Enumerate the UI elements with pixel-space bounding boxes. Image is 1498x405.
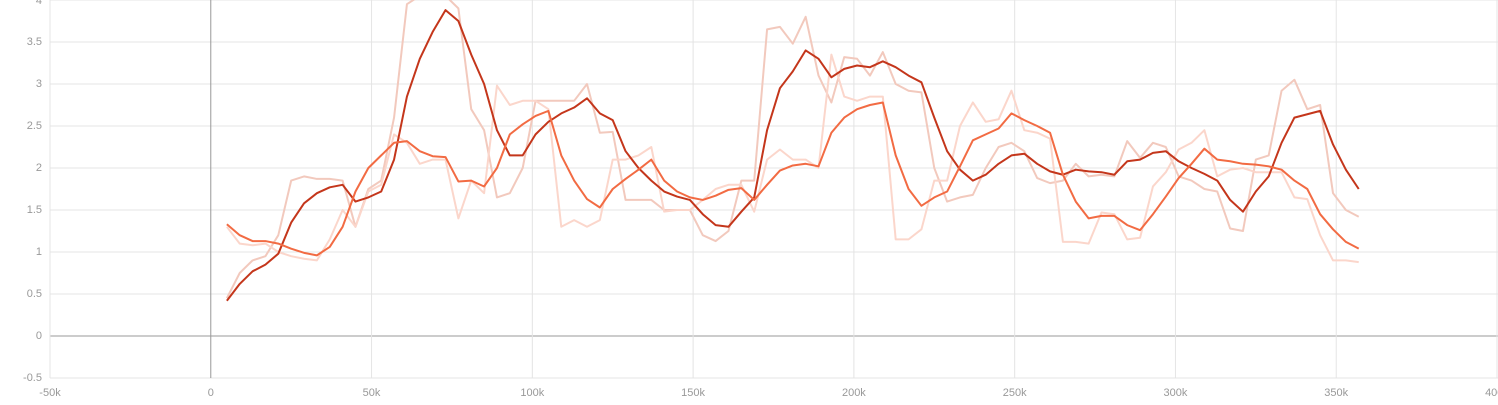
y-tick-label: 0 [36,330,42,342]
y-tick-label: 3.5 [27,36,42,48]
y-tick-label: 2.5 [27,120,42,132]
y-tick-label: 1 [36,246,42,258]
y-tick-label: 2 [36,162,42,174]
x-tick-label: -50k [39,387,61,399]
x-tick-label: 300k [1164,387,1188,399]
x-tick-label: 50k [363,387,381,399]
x-tick-label: 0 [208,387,214,399]
y-tick-label: 4 [36,0,42,7]
x-tick-label: 100k [520,387,544,399]
series-line [226,53,1359,264]
x-tick-label: 400k [1485,387,1498,399]
y-tick-label: 0.5 [27,288,42,300]
x-tick-label: 350k [1324,387,1348,399]
series-line [225,0,1360,299]
x-tick-label: 200k [842,387,866,399]
x-tick-label: 250k [1003,387,1027,399]
plot-area [225,0,1360,302]
y-tick-label: 3 [36,78,42,90]
y-tick-label: 1.5 [27,204,42,216]
series-line [226,101,1360,257]
series-line [226,9,1360,302]
x-tick-label: 150k [681,387,705,399]
grid [49,0,1498,379]
y-tick-label: -0.5 [23,372,42,384]
